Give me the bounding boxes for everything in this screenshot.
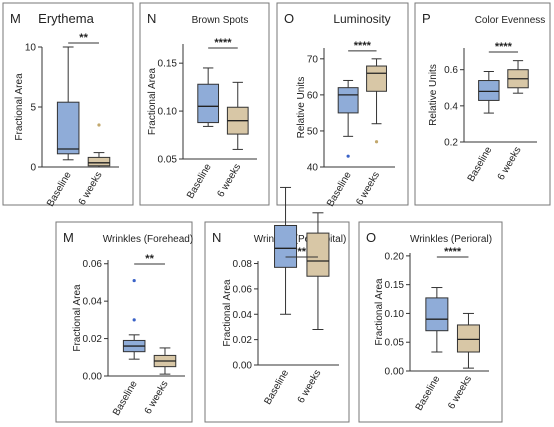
y-tick-label: 0.00	[385, 367, 405, 378]
y-tick-label: 0.10	[158, 107, 178, 118]
panel-6: N Wrinkles (Periorbital) 0.00 0.02 0.04 0.06 0…	[204, 186, 350, 423]
y-tick-label: 0.02	[233, 335, 253, 346]
y-tick-label: 0.06	[233, 284, 253, 295]
outlier-point	[374, 140, 379, 144]
panel-5: M Wrinkles (Forehead) 0.00 0.02 0.04 0.06 Frac…	[55, 221, 193, 423]
series-6-weeks	[507, 60, 529, 94]
panel-title: Color Evenness	[475, 15, 546, 26]
significance-label: **	[145, 253, 154, 265]
panel-letter: M	[63, 230, 74, 245]
y-tick-label: 0.00	[233, 361, 253, 372]
series-baseline	[56, 46, 80, 161]
y-tick-label: 0.2	[444, 138, 458, 149]
y-tick-label: 0.04	[233, 310, 253, 321]
series-6-weeks	[87, 123, 111, 168]
panel-frame	[414, 2, 551, 206]
box	[87, 156, 111, 167]
panel-letter: O	[366, 230, 376, 245]
y-tick-label: 0.00	[83, 372, 103, 383]
box	[366, 65, 387, 92]
panel-title: Wrinkles (Perioral)	[410, 234, 492, 245]
y-tick-label: 70	[307, 54, 319, 65]
significance-label: ****	[354, 40, 372, 52]
panel-title: Luminosity	[333, 12, 390, 26]
series-6-weeks	[306, 212, 330, 330]
panel-letter: M	[10, 11, 21, 26]
outlier-point	[132, 318, 136, 322]
y-axis-label: Relative Units	[428, 64, 439, 126]
y-tick-label: 5	[30, 103, 36, 114]
panel-title: Wrinkles (Periorbital)	[254, 234, 347, 245]
y-tick-label: 60	[307, 90, 319, 101]
panel-letter: P	[422, 11, 431, 26]
series-6-weeks	[456, 312, 480, 369]
y-tick-label: 50	[307, 126, 319, 137]
significance-label: ****	[214, 37, 232, 49]
panel-title: Brown Spots	[192, 15, 249, 26]
panel-letter: N	[212, 230, 221, 245]
y-axis-label: Relative Units	[296, 77, 307, 139]
y-tick-label: 0.15	[158, 59, 178, 70]
box	[425, 297, 449, 332]
outlier-point	[97, 123, 101, 127]
panel-title: Wrinkles (Forehead)	[103, 234, 193, 245]
y-tick-label: 0.06	[83, 259, 103, 270]
series-baseline	[425, 287, 449, 353]
series-baseline	[122, 278, 146, 360]
significance-label: ****	[495, 41, 513, 53]
box	[306, 232, 330, 277]
significance-label: ****	[444, 246, 462, 258]
y-tick-label: 0.08	[233, 259, 253, 270]
series-baseline	[478, 71, 500, 114]
y-axis-label: Fractional Area	[374, 278, 385, 346]
y-tick-label: 0	[30, 163, 36, 174]
panel-7: O Wrinkles (Perioral) 0.00 0.05 0.10 0.15 0.20…	[358, 221, 503, 423]
y-axis-label: Fractional Area	[222, 279, 233, 347]
y-tick-label: 0.05	[158, 155, 178, 166]
y-tick-label: 0.6	[444, 65, 458, 76]
box	[456, 324, 480, 353]
series-baseline	[337, 79, 359, 158]
y-tick-label: 0.05	[385, 338, 405, 349]
series-6-weeks	[226, 81, 249, 150]
y-tick-label: 0.10	[385, 309, 405, 320]
significance-label: **	[297, 246, 306, 258]
y-axis-label: Fractional Area	[72, 284, 83, 352]
y-tick-label: 0.4	[444, 101, 458, 112]
y-tick-label: 0.02	[83, 334, 103, 345]
y-axis-label: Fractional Area	[147, 67, 158, 135]
series-baseline	[197, 67, 220, 127]
box	[56, 101, 80, 155]
panel-frame	[55, 221, 193, 423]
y-tick-label: 0.15	[385, 280, 405, 291]
series-6-weeks	[153, 347, 177, 375]
outlier-point	[346, 154, 350, 158]
y-tick-label: 0.04	[83, 297, 103, 308]
y-tick-label: 10	[25, 43, 37, 54]
series-6-weeks	[366, 58, 387, 144]
outlier-point	[132, 278, 136, 283]
y-tick-label: 40	[307, 163, 319, 174]
box	[274, 224, 298, 268]
panel-letter: N	[147, 11, 156, 26]
y-axis-label: Fractional Area	[14, 73, 25, 141]
box	[337, 87, 359, 114]
box	[478, 80, 500, 101]
significance-label: **	[79, 32, 88, 44]
panel-title: Erythema	[38, 11, 94, 26]
y-tick-label: 0.20	[385, 251, 405, 262]
panel-letter: O	[284, 11, 294, 26]
box	[197, 83, 220, 124]
